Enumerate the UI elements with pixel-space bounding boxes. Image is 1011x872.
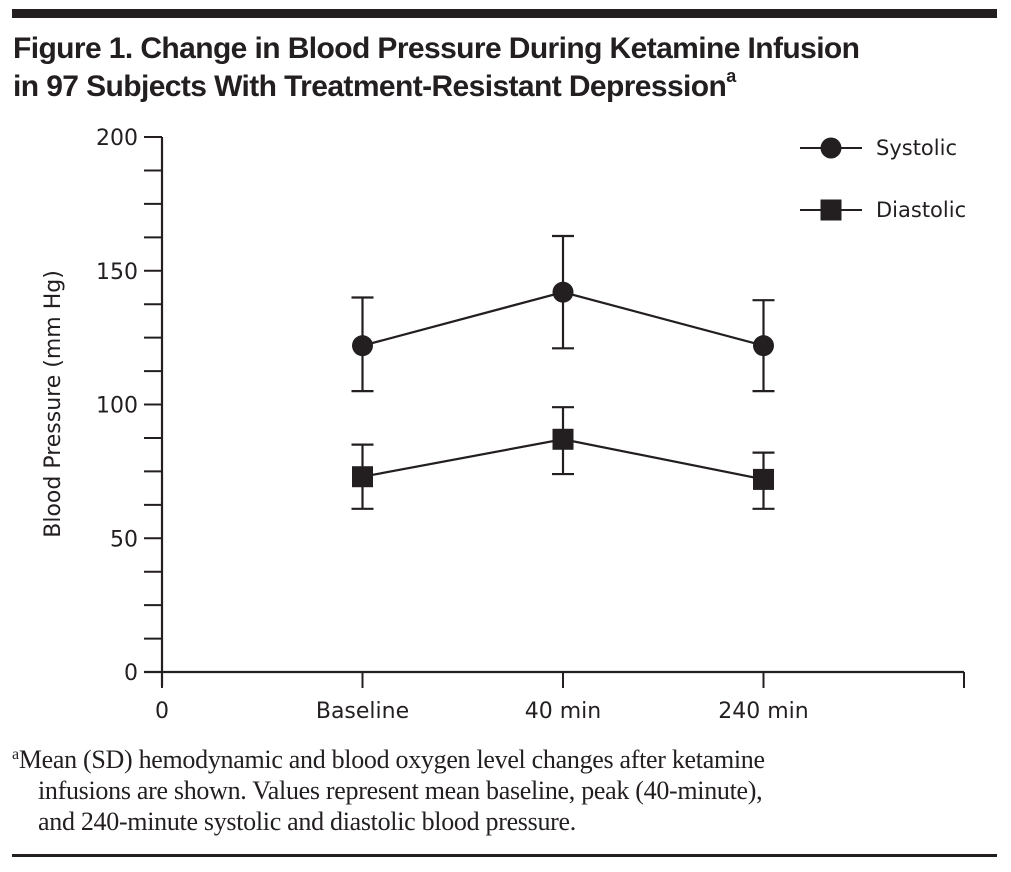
legend-item-diastolic: Diastolic — [800, 198, 966, 222]
legend-item-systolic: Systolic — [800, 136, 957, 160]
footnote-line-1-text: Mean (SD) hemodynamic and blood oxygen l… — [18, 745, 765, 774]
footnote: aMean (SD) hemodynamic and blood oxygen … — [12, 744, 1002, 837]
footnote-marker: a — [12, 746, 19, 763]
footnote-line-1: aMean (SD) hemodynamic and blood oxygen … — [12, 744, 1002, 775]
bottom-rule — [12, 854, 997, 857]
data-point-square — [552, 428, 574, 450]
y-tick-label: 200 — [96, 126, 138, 151]
x-tick-label: 240 min — [718, 699, 808, 724]
footnote-line-3: and 240-minute systolic and diastolic bl… — [38, 807, 576, 836]
footnote-line-2: infusions are shown. Values represent me… — [38, 776, 763, 805]
legend-label: Diastolic — [876, 198, 966, 222]
legend-square-icon — [820, 199, 842, 221]
data-point-square — [753, 468, 774, 490]
title-footnote-marker: a — [726, 66, 736, 86]
series-systolic — [351, 234, 775, 393]
series-layer — [351, 234, 775, 510]
figure-title-line-2-text: in 97 Subjects With Treatment-Resistant … — [13, 70, 727, 103]
data-point-circle — [352, 335, 373, 357]
x-tick-label: Baseline — [316, 699, 409, 724]
top-rule — [12, 9, 997, 18]
y-tick-label: 0 — [124, 661, 138, 686]
legend: Systolic Diastolic — [800, 136, 966, 222]
legend-circle-icon — [820, 137, 842, 159]
y-tick-label: 100 — [96, 394, 138, 419]
data-point-circle — [753, 335, 774, 357]
legend-label: Systolic — [876, 136, 957, 160]
y-tick-label: 150 — [96, 260, 138, 285]
series-diastolic — [351, 406, 775, 510]
figure-title-line-2: in 97 Subjects With Treatment-Resistant … — [13, 66, 1003, 106]
axes: 0 50 100 150 200 0 Baseline 40 min 240 min — [96, 126, 965, 724]
x-tick-label: 0 — [155, 699, 169, 724]
data-point-circle — [552, 281, 574, 303]
y-axis-title: Blood Pressure (mm Hg) — [41, 270, 66, 538]
x-tick-label: 40 min — [525, 699, 601, 724]
data-point-square — [352, 466, 373, 488]
y-tick-label: 50 — [110, 527, 138, 552]
figure-title-line-1: Figure 1. Change in Blood Pressure Durin… — [13, 32, 860, 65]
figure-title: Figure 1. Change in Blood Pressure Durin… — [13, 30, 1003, 106]
